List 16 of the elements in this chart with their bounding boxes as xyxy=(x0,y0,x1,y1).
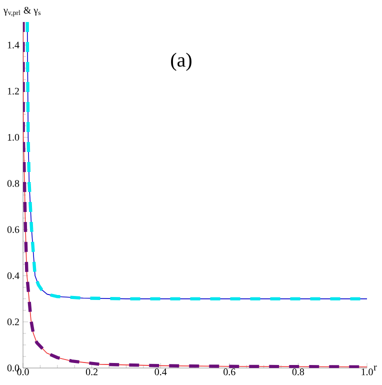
x-axis-title: r xyxy=(374,366,377,370)
y-tick-label: 0.8 xyxy=(7,180,20,187)
y-tick-label: 1.2 xyxy=(8,88,19,95)
y-tick-label: 0.2 xyxy=(7,318,19,326)
x-tick-label: 0.2 xyxy=(86,368,98,376)
annotation: (a) xyxy=(171,52,192,71)
y-tick-label: 1.4 xyxy=(8,42,20,48)
x-tick-label: 1.0 xyxy=(362,368,373,376)
y-tick-label: 0.4 xyxy=(7,272,20,280)
x-tick-label: 0.6 xyxy=(224,368,236,376)
x-tick-label: 0.8 xyxy=(292,368,304,376)
x-tick-label: 0.4 xyxy=(154,368,167,376)
y-tick-label: 1.0 xyxy=(8,134,20,141)
y-axis-title: γ$_{v,prl}$ & γ$_{s}$ xyxy=(4,6,41,16)
x-tick-label: 0.0 xyxy=(17,368,29,376)
y-tick-label: 0.6 xyxy=(7,226,20,233)
